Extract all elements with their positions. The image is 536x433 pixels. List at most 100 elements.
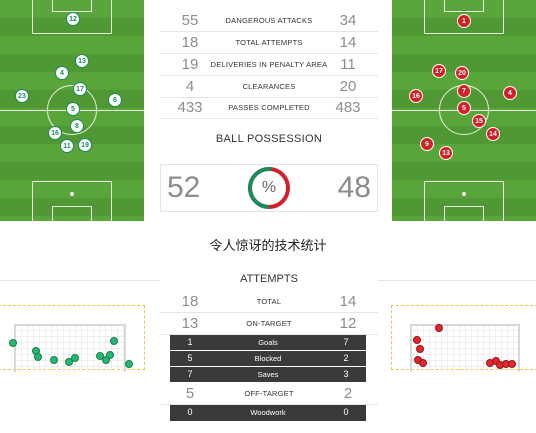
away-possession-value: 48 (337, 171, 371, 204)
away-shot-marker[interactable] (419, 359, 427, 367)
away-value: 14 (339, 34, 357, 51)
home-shot-marker[interactable] (50, 356, 58, 364)
home-shots-goal-area (0, 305, 145, 372)
player-number: 23 (18, 93, 26, 100)
home-player-marker[interactable]: 19 (78, 138, 92, 152)
away-player-marker[interactable]: 5 (457, 101, 471, 115)
away-value: 3 (343, 369, 349, 379)
away-value: 11 (340, 56, 356, 73)
home-value: 18 (181, 34, 199, 51)
stat-label: PASSES COMPLETED (228, 103, 310, 112)
away-formation-pitch: 1 17 20 16 7 4 5 15 14 9 13 (392, 0, 536, 221)
stat-label: DELIVERIES IN PENALTY AREA (210, 60, 328, 69)
stat-label: ON-TARGET (246, 319, 292, 328)
away-player-marker[interactable]: 15 (472, 114, 486, 128)
stat-row-deliveries: 19 DELIVERIES IN PENALTY AREA 11 (160, 55, 378, 76)
away-player-marker[interactable]: 14 (486, 127, 500, 141)
home-player-marker[interactable]: 12 (66, 12, 80, 26)
away-player-marker[interactable]: 20 (455, 66, 469, 80)
home-player-marker[interactable]: 6 (108, 93, 122, 107)
away-player-marker[interactable]: 4 (503, 86, 517, 100)
possession-panel: 52 48 % (160, 164, 378, 212)
home-value: 433 (177, 99, 203, 116)
caption-text: 令人惊讶的技术统计 (209, 239, 327, 254)
away-value: 20 (339, 78, 357, 95)
stat-label: Woodwork (250, 408, 286, 417)
possession-title: BALL POSSESSION (215, 133, 323, 145)
player-number: 16 (51, 130, 59, 137)
home-player-marker[interactable]: 5 (66, 102, 80, 116)
player-number: 4 (60, 70, 64, 77)
stat-label: CLEARANCES (242, 82, 296, 91)
away-shot-marker[interactable] (508, 360, 516, 368)
player-number: 1 (462, 18, 466, 25)
player-number: 5 (462, 105, 466, 112)
player-number: 19 (81, 142, 89, 149)
player-number: 11 (63, 143, 71, 150)
home-value: 5 (185, 385, 195, 402)
stat-label: DANGEROUS ATTACKS (225, 16, 313, 25)
stat-label: Blocked (254, 354, 282, 363)
player-number: 5 (71, 106, 75, 113)
player-number: 9 (425, 141, 429, 148)
home-player-marker[interactable]: 4 (55, 66, 69, 80)
attempts-row-total: 18 TOTAL 14 (160, 292, 378, 313)
home-shot-marker[interactable] (110, 337, 118, 345)
away-shot-marker[interactable] (435, 324, 443, 332)
home-shot-marker[interactable] (125, 360, 133, 368)
home-value: 7 (187, 369, 193, 379)
away-value: 14 (339, 293, 357, 310)
attempts-row-on-target: 13 ON-TARGET 12 (160, 314, 378, 335)
home-value: 1 (187, 337, 193, 347)
home-player-marker[interactable]: 23 (15, 89, 29, 103)
possession-ring (248, 167, 290, 209)
home-shot-marker[interactable] (34, 353, 42, 361)
home-value: 19 (181, 56, 199, 73)
away-shot-marker[interactable] (413, 336, 421, 344)
player-number: 7 (462, 88, 466, 95)
away-player-marker[interactable]: 13 (439, 146, 453, 160)
attempts-row-woodwork: 0 Woodwork 0 (170, 405, 366, 421)
away-shot-marker[interactable] (416, 345, 424, 353)
attempts-title: ATTEMPTS (160, 273, 378, 285)
home-shot-marker[interactable] (106, 351, 114, 359)
away-player-marker[interactable]: 16 (409, 89, 423, 103)
away-value: 34 (339, 12, 357, 29)
stat-label: Goals (258, 338, 278, 347)
player-number: 16 (412, 93, 420, 100)
attempts-row-goals: 1 Goals 7 (170, 335, 366, 350)
away-player-marker[interactable]: 7 (457, 84, 471, 98)
stat-label: OFF-TARGET (244, 389, 294, 398)
home-value: 0 (187, 407, 193, 417)
player-number: 13 (78, 58, 86, 65)
away-player-marker[interactable]: 17 (432, 64, 446, 78)
away-player-marker[interactable]: 9 (420, 137, 434, 151)
home-player-marker[interactable]: 17 (73, 82, 87, 96)
player-number: 17 (76, 86, 84, 93)
attempts-row-off-target: 5 OFF-TARGET 2 (160, 384, 378, 405)
home-value: 4 (185, 78, 195, 95)
away-value: 2 (343, 353, 349, 363)
away-value: 2 (343, 385, 353, 402)
home-shot-marker[interactable] (65, 358, 73, 366)
away-value: 483 (335, 99, 361, 116)
stat-label: Saves (257, 370, 279, 379)
player-number: 14 (489, 131, 497, 138)
home-formation-pitch: 12 13 4 17 23 6 5 8 16 11 19 (0, 0, 144, 221)
player-number: 6 (113, 97, 117, 104)
home-shot-marker[interactable] (71, 354, 79, 362)
home-value: 55 (181, 12, 199, 29)
stat-label: TOTAL ATTEMPTS (235, 38, 303, 47)
home-shot-marker[interactable] (9, 339, 17, 347)
home-value: 13 (181, 315, 199, 332)
home-player-marker[interactable]: 8 (70, 119, 84, 133)
away-value: 7 (343, 337, 349, 347)
home-player-marker[interactable]: 16 (48, 126, 62, 140)
home-player-marker[interactable]: 13 (75, 54, 89, 68)
home-player-marker[interactable]: 11 (60, 139, 74, 153)
away-player-marker[interactable]: 1 (457, 14, 471, 28)
player-number: 8 (75, 123, 79, 130)
away-value: 12 (339, 315, 357, 332)
away-shots-goal-area (391, 305, 536, 372)
stat-row-passes-completed: 433 PASSES COMPLETED 483 (160, 98, 378, 119)
